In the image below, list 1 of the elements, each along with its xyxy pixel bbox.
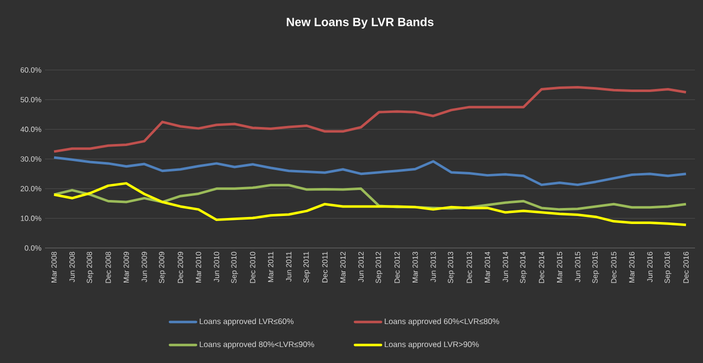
chart-title: New Loans By LVR Bands <box>286 17 434 29</box>
